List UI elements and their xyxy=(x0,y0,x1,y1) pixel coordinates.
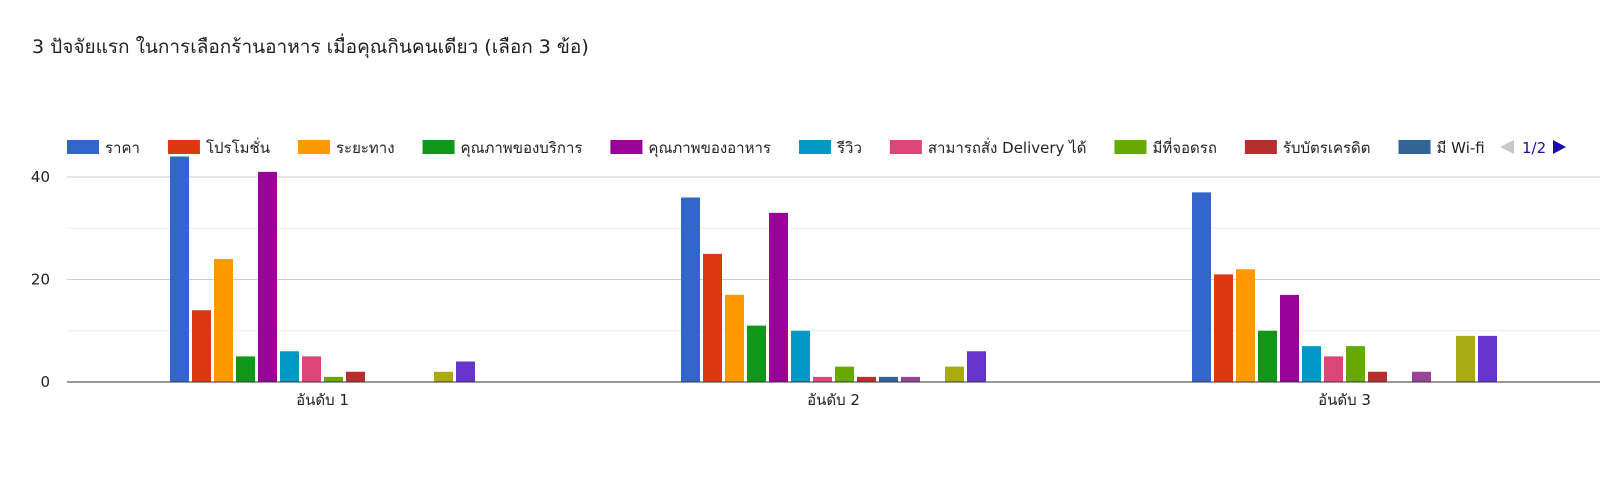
bar xyxy=(1302,346,1321,382)
legend-swatch xyxy=(422,140,455,154)
bar xyxy=(879,376,898,382)
bar xyxy=(967,351,986,382)
y-tick-label: 0 xyxy=(40,373,50,391)
bar xyxy=(214,259,233,382)
bar xyxy=(1280,294,1299,382)
chart-title: 3 ปัจจัยแรก ในการเลือกร้านอาหาร เมื่อคุณ… xyxy=(32,36,589,58)
bar xyxy=(1412,371,1431,382)
bar xyxy=(1456,335,1475,382)
bar xyxy=(456,361,475,382)
legend-label: สามารถสั่ง Delivery ได้ xyxy=(928,137,1087,157)
bar xyxy=(769,212,788,382)
bar xyxy=(324,376,343,382)
legend-swatch xyxy=(798,140,831,154)
bar xyxy=(192,310,211,382)
legend-label: รีวิว xyxy=(836,139,862,157)
legend-label: คุณภาพของบริการ xyxy=(461,139,583,158)
x-tick-label: อันดับ 3 xyxy=(1318,391,1371,409)
legend-swatch xyxy=(1244,140,1277,154)
legend-swatch xyxy=(167,140,200,154)
bar xyxy=(681,197,700,382)
bar xyxy=(1478,335,1497,382)
bar xyxy=(857,376,876,382)
bar xyxy=(901,376,920,382)
bar xyxy=(1214,274,1233,382)
legend-swatch xyxy=(1114,140,1147,154)
prev-page-icon[interactable] xyxy=(1500,140,1514,154)
legend-swatch xyxy=(610,140,643,154)
legend-label: ราคา xyxy=(105,139,140,157)
legend-page-indicator: 1/2 xyxy=(1522,139,1546,157)
legend-swatch xyxy=(67,140,99,154)
bar xyxy=(1192,192,1211,382)
y-tick-label: 40 xyxy=(31,168,50,186)
bar xyxy=(1236,269,1255,382)
bar xyxy=(835,366,854,382)
legend-label: รับบัตรเครดิต xyxy=(1283,139,1371,157)
bar xyxy=(170,156,189,382)
bar xyxy=(1346,346,1365,382)
bar xyxy=(434,371,453,382)
bar xyxy=(813,376,832,382)
legend-label: มีที่จอดรถ xyxy=(1152,137,1216,157)
bar xyxy=(1324,356,1343,382)
legend-swatch xyxy=(889,140,922,154)
bar xyxy=(1368,371,1387,382)
next-page-icon[interactable] xyxy=(1553,140,1566,154)
y-tick-label: 20 xyxy=(31,271,50,289)
legend-swatch xyxy=(297,140,330,154)
legend-label: มี Wi-fi xyxy=(1437,139,1485,157)
bar xyxy=(302,356,321,382)
bar xyxy=(747,325,766,382)
bar xyxy=(725,294,744,382)
bar xyxy=(703,253,722,382)
bar xyxy=(236,356,255,382)
bar xyxy=(280,351,299,382)
bar xyxy=(346,371,365,382)
legend-label: โปรโมชั่น xyxy=(206,137,270,157)
legend-swatch xyxy=(1398,140,1431,154)
bar xyxy=(258,171,277,382)
bar xyxy=(945,366,964,382)
x-tick-label: อันดับ 2 xyxy=(807,391,860,409)
x-tick-label: อันดับ 1 xyxy=(296,391,349,409)
bar xyxy=(1258,330,1277,382)
legend-label: ระยะทาง xyxy=(336,139,395,157)
bar xyxy=(791,330,810,382)
legend-label: คุณภาพของอาหาร xyxy=(648,139,771,158)
